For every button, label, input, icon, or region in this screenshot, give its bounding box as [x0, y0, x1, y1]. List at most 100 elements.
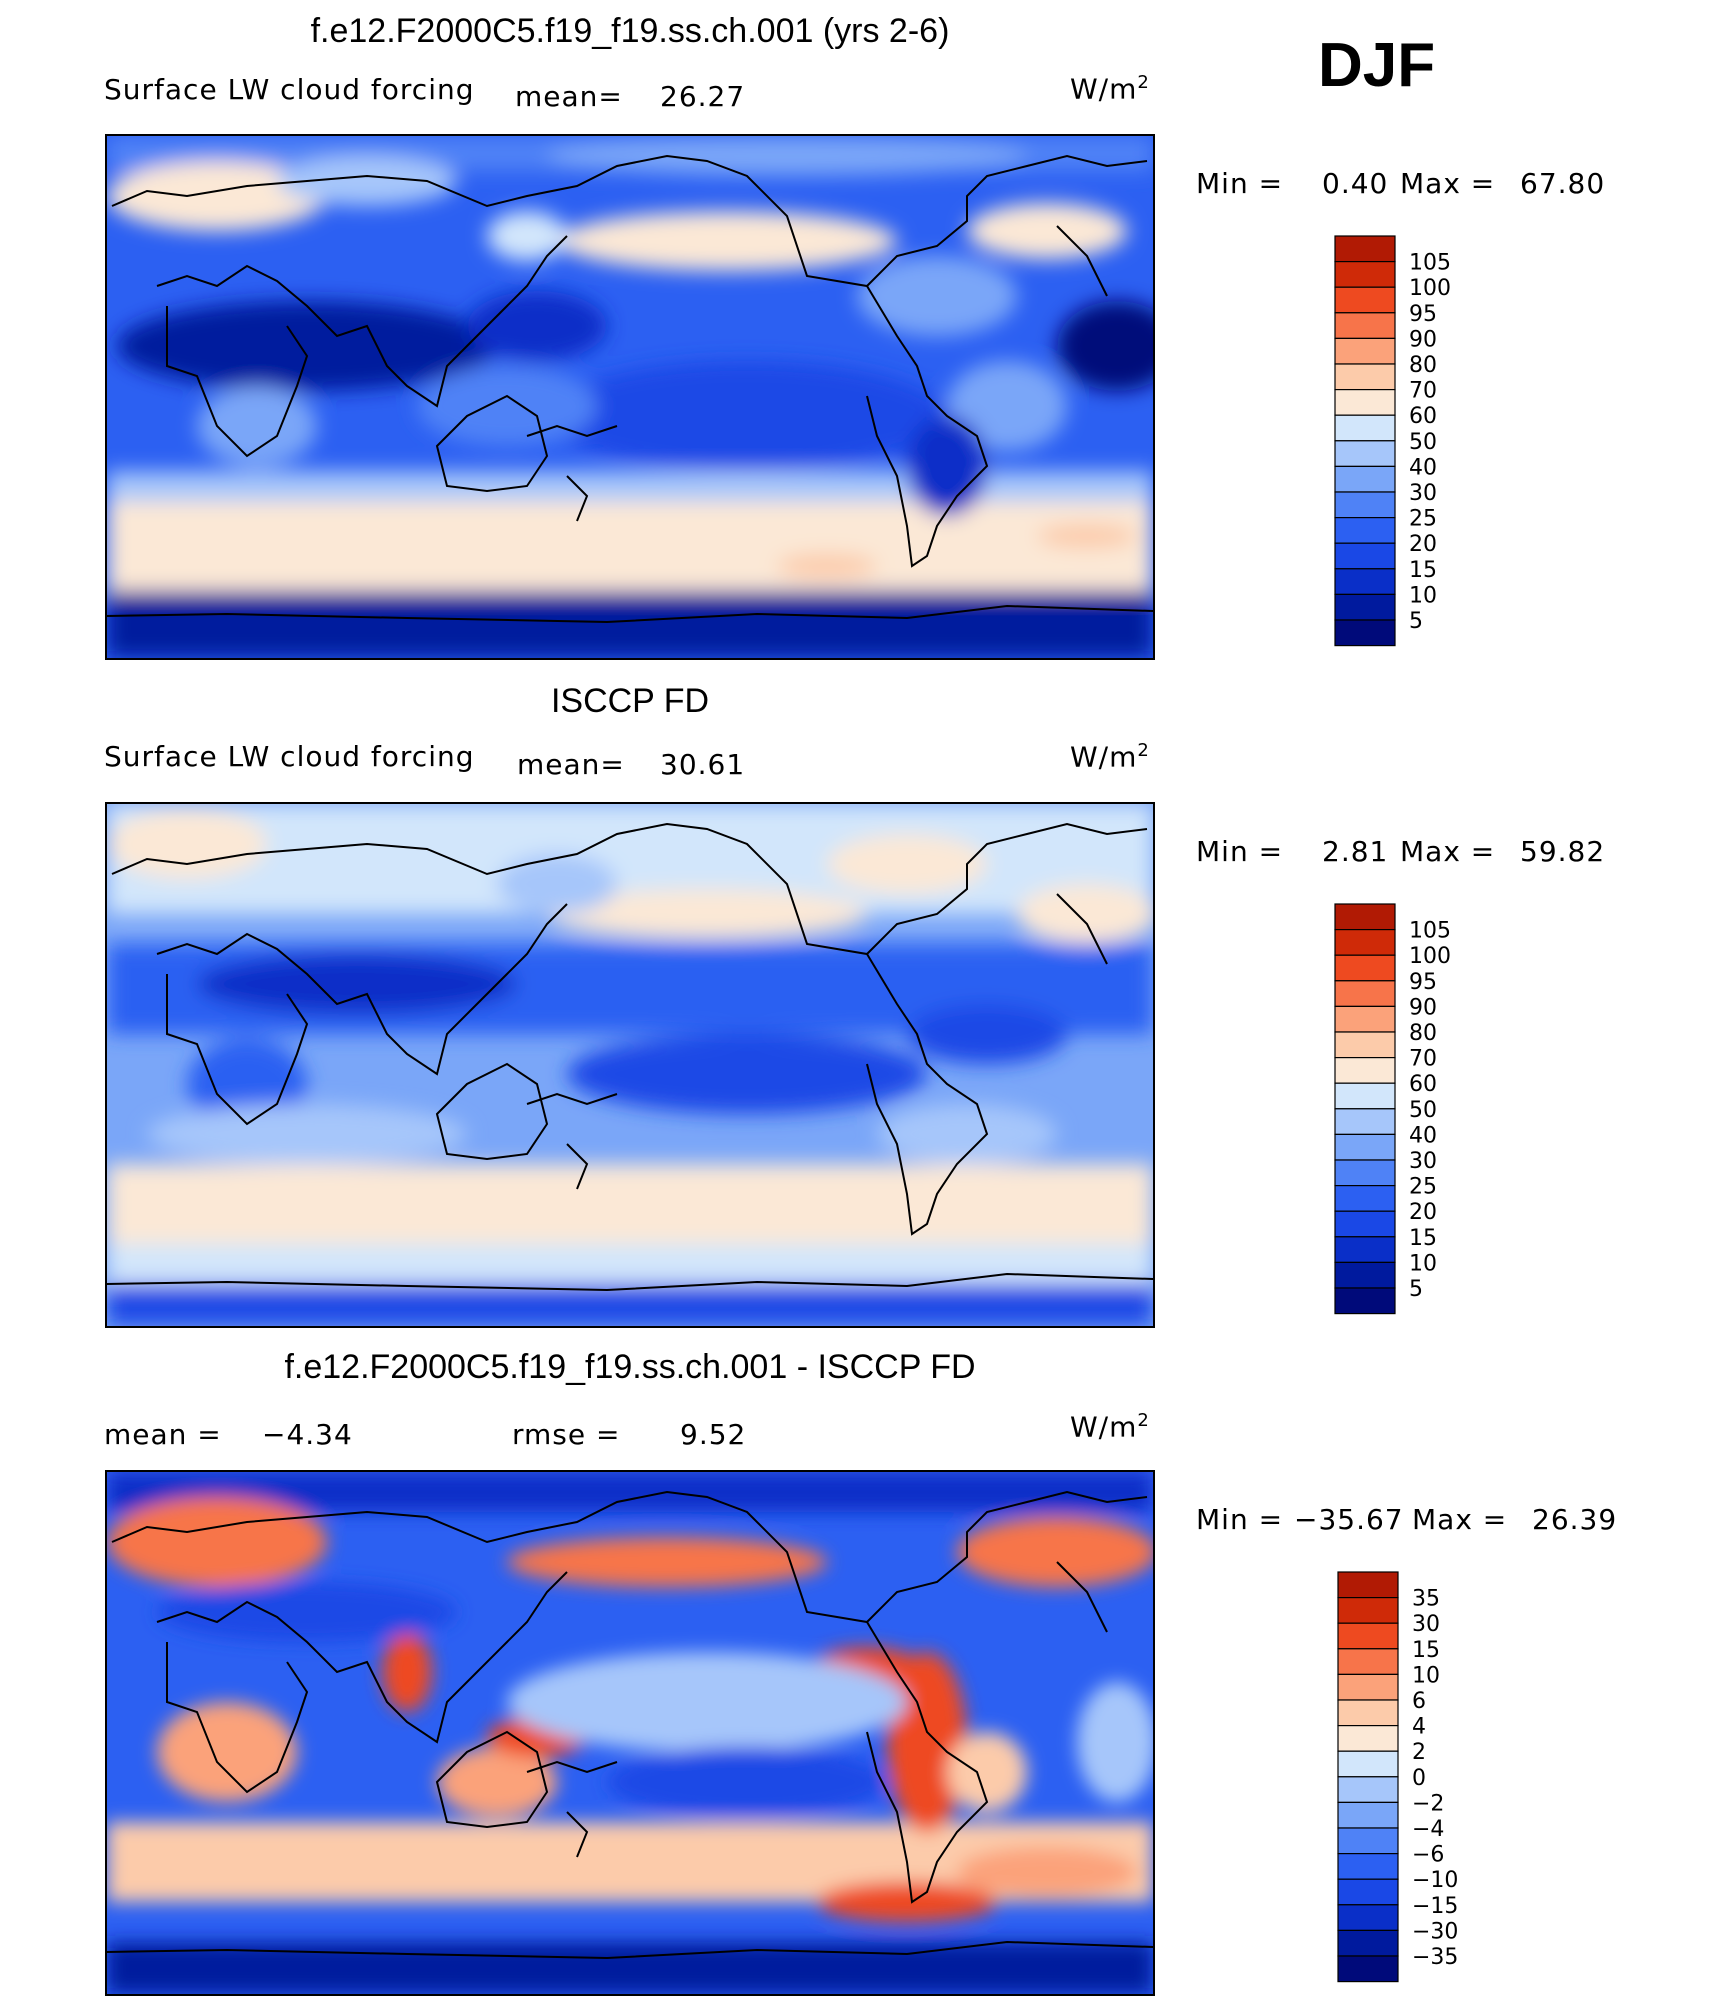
panel3-mean-value: −4.34: [262, 1418, 353, 1451]
panel2-mean-label: mean=: [517, 748, 625, 781]
panel1-map: [105, 134, 1155, 660]
panel2-colorbar-box: [1334, 1159, 1396, 1187]
panel2-colorbar-label: 90: [1409, 995, 1437, 1020]
panel3-colorbar-box: [1337, 1904, 1399, 1931]
panel2-max-value: 59.82: [1520, 835, 1606, 868]
panel3-colorbar-box: [1337, 1673, 1399, 1701]
panel2-colorbar-label: 80: [1409, 1021, 1437, 1046]
panel1-colorbar: 105 100 95 90 80 70 60 50 40 30 25 20 15 10 5: [1334, 235, 1455, 656]
panel3-colorbar-box: [1337, 1725, 1399, 1752]
panel2-colorbar-box: [1334, 1057, 1396, 1084]
panel2-colorbar-label: 30: [1409, 1149, 1437, 1174]
season-label: DJF: [1318, 31, 1436, 100]
panel3-colorbar-box: [1337, 1929, 1399, 1957]
panel2-colorbar-box: [1334, 1005, 1396, 1033]
panel2-colorbar-box: [1334, 929, 1396, 956]
panel3-colorbar-box: [1337, 1853, 1399, 1880]
panel1-colorbar-box: [1334, 337, 1396, 365]
panel1-colorbar-label: 50: [1409, 430, 1437, 455]
panel2-colorbar-box: [1334, 1185, 1396, 1212]
panel2-colorbar-box: [1334, 1108, 1396, 1136]
panel2-variable: Surface LW cloud forcing: [104, 740, 475, 773]
panel3-colorbar-box: [1337, 1776, 1399, 1804]
panel3-colorbar-label: −6: [1412, 1843, 1444, 1868]
panel1-colorbar-box: [1334, 517, 1396, 544]
panel1-min-value: 0.40: [1322, 167, 1389, 200]
panel3-colorbar-label: −10: [1412, 1868, 1458, 1893]
panel3-colorbar-label: −2: [1412, 1791, 1444, 1816]
panel1-colorbar-label: 60: [1409, 404, 1437, 429]
panel2-min-label: Min =: [1196, 835, 1284, 868]
panel3-colorbar: 35 30 15 10 6 4 2 0 −2 −4 −6 −10 −15 −30 −35: [1337, 1571, 1458, 1992]
panel3-max-value: 26.39: [1532, 1503, 1618, 1536]
panel2-title: ISCCP FD: [550, 682, 710, 720]
panel3-colorbar-label: 15: [1412, 1638, 1440, 1663]
panel1-colorbar-label: 25: [1409, 507, 1437, 532]
panel1-colorbar-label: 70: [1409, 379, 1437, 404]
panel1-colorbar-label: 90: [1409, 327, 1437, 352]
panel2-units: W/m2: [1070, 740, 1150, 774]
panel2-colorbar-label: 15: [1409, 1226, 1437, 1251]
panel1-colorbar-label: 5: [1409, 609, 1423, 634]
panel1-colorbar-box: [1334, 593, 1396, 621]
panel1-coastlines: [107, 154, 1153, 624]
panel3-colorbar-label: 0: [1412, 1766, 1426, 1791]
panel3-colorbar-box: [1337, 1955, 1399, 1983]
panel1-colorbar-label: 30: [1409, 481, 1437, 506]
panel1-colorbar-label: 10: [1409, 583, 1437, 608]
panel2-colorbar-label: 100: [1409, 944, 1451, 969]
panel1-colorbar-box: [1334, 619, 1396, 647]
panel2-min-value: 2.81: [1322, 835, 1389, 868]
panel2-map: [105, 802, 1155, 1328]
panel1-colorbar-box: [1334, 414, 1396, 442]
panel3-colorbar-label: −30: [1412, 1919, 1458, 1944]
panel3-colorbar-label: −35: [1412, 1945, 1458, 1970]
panel3-colorbar-box: [1337, 1878, 1399, 1906]
panel3-min-label: Min =: [1196, 1503, 1284, 1536]
panel3-rmse-value: 9.52: [680, 1418, 747, 1451]
panel1-colorbar-label: 40: [1409, 455, 1437, 480]
panel2-colorbar-box: [1334, 980, 1396, 1008]
panel3-coastlines: [107, 1490, 1153, 1960]
panel2-colorbar-box: [1334, 1031, 1396, 1059]
panel1-variable: Surface LW cloud forcing: [104, 73, 475, 106]
panel2-colorbar-label: 25: [1409, 1175, 1437, 1200]
panel2-colorbar-box: [1334, 1236, 1396, 1263]
panel2-colorbar-label: 60: [1409, 1072, 1437, 1097]
panel2-colorbar-label: 20: [1409, 1200, 1437, 1225]
panel1-title: f.e12.F2000C5.f19_f19.ss.ch.001 (yrs 2-6…: [310, 12, 950, 50]
panel3-colorbar-box: [1337, 1750, 1399, 1778]
panel3-units: W/m2: [1070, 1410, 1150, 1444]
panel2-colorbar-box: [1334, 1210, 1396, 1238]
panel3-colorbar-label: 6: [1412, 1689, 1426, 1714]
panel2-colorbar-label: 105: [1409, 919, 1451, 944]
panel3-colorbar-box: [1337, 1571, 1399, 1599]
panel3-mean-label: mean =: [104, 1418, 222, 1451]
panel1-colorbar-box: [1334, 568, 1396, 595]
panel1-colorbar-box: [1334, 235, 1396, 263]
panel1-max-value: 67.80: [1520, 167, 1606, 200]
panel2-colorbar-box: [1334, 1261, 1396, 1289]
panel1-colorbar-box: [1334, 440, 1396, 468]
panel1-colorbar-label: 15: [1409, 558, 1437, 583]
panel1-colorbar-box: [1334, 286, 1396, 314]
panel1-colorbar-label: 80: [1409, 353, 1437, 378]
panel2-colorbar-box: [1334, 903, 1396, 931]
panel2-colorbar-box: [1334, 1287, 1396, 1315]
panel2-colorbar: 105 100 95 90 80 70 60 50 40 30 25 20 15 10 5: [1334, 903, 1455, 1324]
panel2-colorbar-label: 50: [1409, 1098, 1437, 1123]
panel3-colorbar-box: [1337, 1827, 1399, 1855]
panel1-colorbar-label: 105: [1409, 251, 1451, 276]
panel3-colorbar-label: 30: [1412, 1612, 1440, 1637]
panel2-coastlines: [107, 822, 1153, 1292]
panel2-mean-value: 30.61: [660, 748, 746, 781]
panel3-min-value: −35.67: [1294, 1503, 1404, 1536]
panel2-colorbar-label: 70: [1409, 1047, 1437, 1072]
panel3-colorbar-label: 35: [1412, 1587, 1440, 1612]
panel3-colorbar-box: [1337, 1699, 1399, 1727]
panel1-colorbar-label: 95: [1409, 302, 1437, 327]
panel3-colorbar-box: [1337, 1648, 1399, 1676]
panel3-colorbar-label: 2: [1412, 1740, 1426, 1765]
panel2-colorbar-label: 5: [1409, 1277, 1423, 1302]
panel1-colorbar-box: [1334, 389, 1396, 416]
